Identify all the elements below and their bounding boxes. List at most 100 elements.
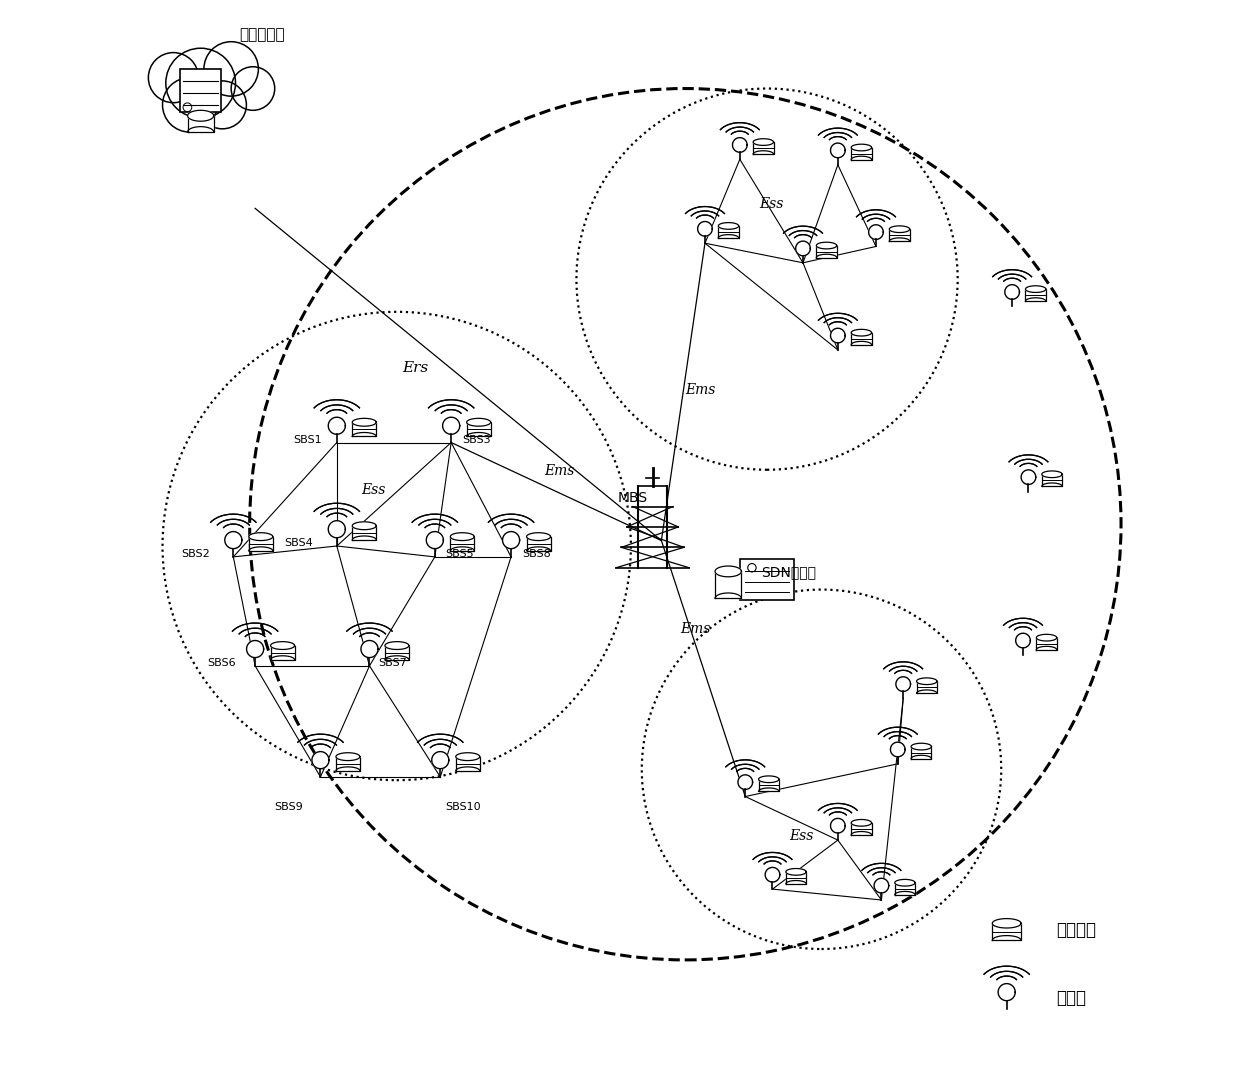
Text: SBS2: SBS2 [181,549,210,559]
Polygon shape [851,333,872,345]
Polygon shape [759,776,779,783]
Polygon shape [450,533,474,541]
Polygon shape [851,144,872,151]
Polygon shape [698,222,712,236]
Polygon shape [1025,289,1045,301]
Polygon shape [352,525,376,539]
Polygon shape [911,744,931,750]
Polygon shape [1037,634,1056,641]
Polygon shape [895,882,915,894]
Polygon shape [352,418,376,426]
Polygon shape [831,143,846,157]
Text: SBS7: SBS7 [378,657,407,668]
Polygon shape [456,757,480,771]
Polygon shape [715,571,742,598]
Polygon shape [816,246,837,258]
Polygon shape [753,142,774,154]
Polygon shape [889,226,910,233]
Circle shape [231,67,275,110]
Text: SBS6: SBS6 [207,657,236,668]
Text: Ems: Ems [686,382,715,396]
Polygon shape [816,242,837,249]
Polygon shape [270,645,295,660]
Text: 缓存单元: 缓存单元 [1055,921,1096,939]
Polygon shape [456,752,480,760]
Polygon shape [384,645,409,660]
Polygon shape [1042,474,1063,486]
Polygon shape [753,139,774,145]
Polygon shape [450,536,474,550]
Polygon shape [352,423,376,437]
Polygon shape [1042,471,1063,477]
Polygon shape [336,757,360,771]
Text: Ess: Ess [789,829,813,843]
Text: SBS4: SBS4 [284,538,314,548]
Polygon shape [443,417,460,435]
Polygon shape [432,751,449,769]
Polygon shape [1004,285,1019,299]
Polygon shape [527,533,551,541]
Polygon shape [869,225,883,239]
Circle shape [203,41,258,96]
Polygon shape [890,743,905,757]
Polygon shape [916,681,937,693]
Polygon shape [998,984,1016,1000]
Polygon shape [718,223,739,229]
Polygon shape [1037,638,1056,650]
Polygon shape [270,642,295,650]
Text: SDN控制器: SDN控制器 [761,566,817,580]
Polygon shape [831,818,846,833]
Polygon shape [738,775,753,790]
Polygon shape [1016,633,1030,648]
Polygon shape [1025,286,1045,293]
Polygon shape [733,138,748,152]
Text: SBS9: SBS9 [275,802,304,811]
Text: SBS8: SBS8 [522,549,551,559]
Polygon shape [1022,470,1035,485]
Polygon shape [329,521,346,537]
Polygon shape [312,751,329,769]
Polygon shape [796,241,810,256]
FancyBboxPatch shape [180,69,222,112]
Polygon shape [786,871,806,883]
Polygon shape [527,536,551,550]
Polygon shape [992,924,1021,940]
Polygon shape [765,867,780,882]
Polygon shape [466,423,491,437]
Polygon shape [786,868,806,875]
Polygon shape [851,819,872,827]
Polygon shape [361,641,378,657]
Polygon shape [911,747,931,759]
Polygon shape [384,642,409,650]
Circle shape [198,81,247,129]
Polygon shape [992,918,1021,928]
Text: Ess: Ess [361,483,386,497]
Polygon shape [187,116,213,132]
Circle shape [149,52,198,103]
Polygon shape [247,641,264,657]
Polygon shape [895,879,915,886]
Polygon shape [851,823,872,835]
Text: Ers: Ers [402,360,428,375]
Polygon shape [352,522,376,530]
Text: MBS: MBS [618,491,649,506]
Polygon shape [874,878,889,893]
Text: Ess: Ess [759,198,784,212]
Text: 小基站: 小基站 [1055,989,1086,1008]
Polygon shape [502,532,520,548]
Text: SBS5: SBS5 [445,549,475,559]
Polygon shape [336,752,360,760]
Polygon shape [831,329,846,343]
Text: SBS10: SBS10 [445,802,481,811]
Text: Ems: Ems [680,622,711,637]
Polygon shape [427,532,444,548]
Polygon shape [329,417,346,435]
Polygon shape [895,677,910,691]
Polygon shape [224,532,242,548]
Circle shape [166,48,236,118]
Polygon shape [718,226,739,238]
Text: SBS1: SBS1 [293,435,322,444]
Polygon shape [889,229,910,241]
Polygon shape [715,566,742,577]
Polygon shape [916,678,937,685]
